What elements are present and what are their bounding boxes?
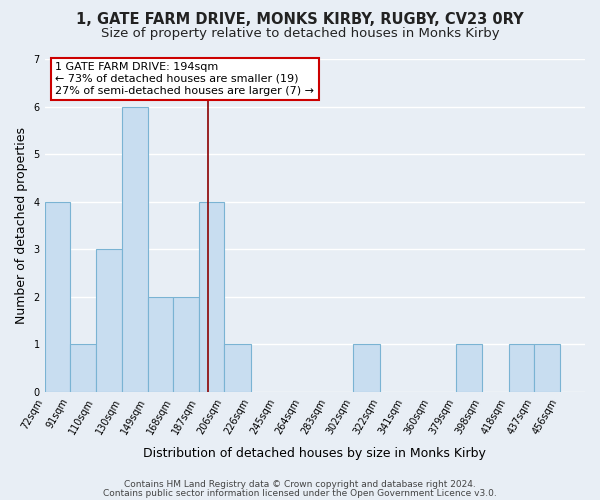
Bar	[95, 249, 122, 392]
Bar	[44, 202, 70, 392]
Bar	[456, 344, 482, 392]
Text: 1, GATE FARM DRIVE, MONKS KIRBY, RUGBY, CV23 0RY: 1, GATE FARM DRIVE, MONKS KIRBY, RUGBY, …	[76, 12, 524, 28]
X-axis label: Distribution of detached houses by size in Monks Kirby: Distribution of detached houses by size …	[143, 447, 486, 460]
Bar	[70, 344, 95, 392]
Bar	[199, 202, 224, 392]
Bar	[534, 344, 560, 392]
Y-axis label: Number of detached properties: Number of detached properties	[15, 127, 28, 324]
Text: Contains HM Land Registry data © Crown copyright and database right 2024.: Contains HM Land Registry data © Crown c…	[124, 480, 476, 489]
Bar	[173, 297, 199, 392]
Bar	[122, 106, 148, 392]
Text: 1 GATE FARM DRIVE: 194sqm
← 73% of detached houses are smaller (19)
27% of semi-: 1 GATE FARM DRIVE: 194sqm ← 73% of detac…	[55, 62, 314, 96]
Bar	[509, 344, 534, 392]
Bar	[353, 344, 380, 392]
Text: Contains public sector information licensed under the Open Government Licence v3: Contains public sector information licen…	[103, 490, 497, 498]
Bar	[148, 297, 173, 392]
Bar	[224, 344, 251, 392]
Text: Size of property relative to detached houses in Monks Kirby: Size of property relative to detached ho…	[101, 28, 499, 40]
